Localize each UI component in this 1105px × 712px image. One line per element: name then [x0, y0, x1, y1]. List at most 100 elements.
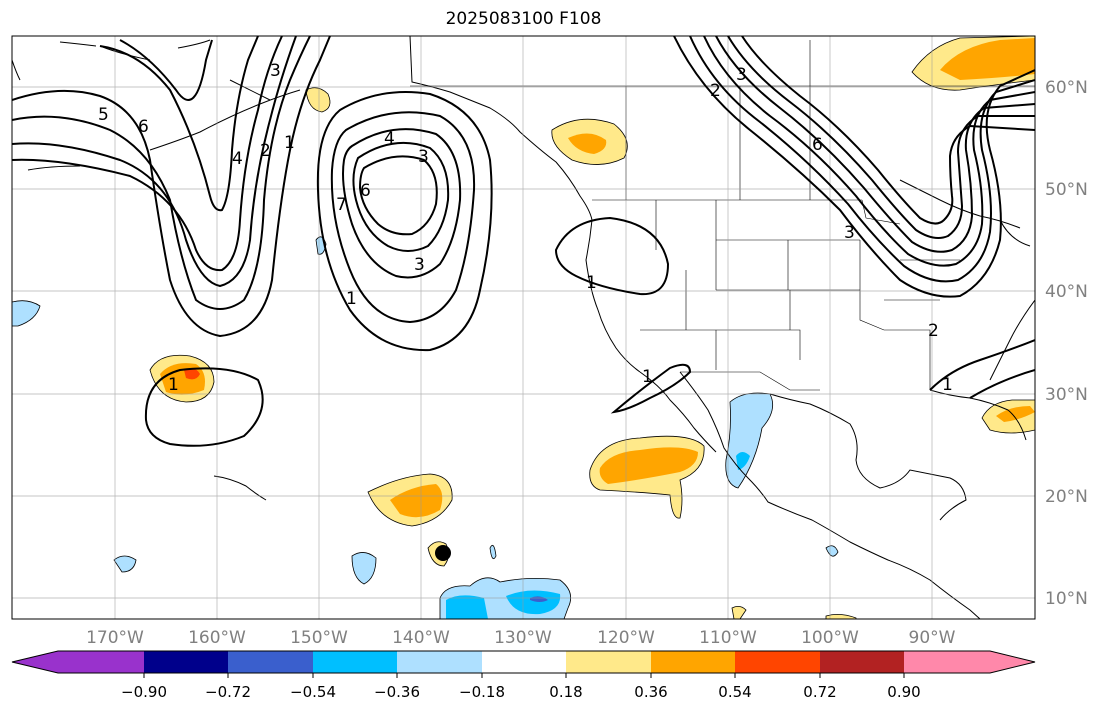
- lat-tick-label: 50°N: [1045, 180, 1088, 200]
- storm-marker: [435, 545, 451, 561]
- colorbar-tick-label: −0.90: [121, 683, 167, 701]
- contour-east-lower: [929, 339, 1035, 391]
- west-coast-us: [585, 219, 641, 373]
- us-east: [989, 299, 1035, 381]
- colorbar-segment: [820, 651, 904, 673]
- lon-tick-label: 160°W: [188, 628, 246, 648]
- contour-label: 3: [414, 255, 425, 275]
- shade-blue-west: [12, 300, 41, 327]
- contour-label: 6: [360, 181, 371, 201]
- contour-low-5: [358, 155, 438, 236]
- contour-ridge-1: [673, 36, 1035, 298]
- contour-label: 4: [232, 149, 243, 169]
- colorbar-tick-label: −0.54: [290, 683, 336, 701]
- lat-tick-labels: 60°N 50°N 40°N 30°N 20°N 10°N: [1045, 78, 1088, 609]
- lon-tick-label: 150°W: [290, 628, 348, 648]
- shade-baja-core: [599, 447, 698, 484]
- colorbar-segment: [228, 651, 313, 673]
- map-background: [12, 36, 1035, 619]
- contour-label: 1: [642, 367, 653, 387]
- colorbar-segment: [566, 651, 651, 673]
- lon-tick-label: 110°W: [699, 628, 757, 648]
- colorbar-segment: [58, 651, 144, 673]
- shade-blue-mexico-core: [736, 452, 750, 470]
- contour-trough-west-6: [119, 39, 213, 101]
- contour-label: 1: [168, 375, 179, 395]
- colorbar-tick-label: 0.90: [887, 683, 920, 701]
- colorbar-tick-label: 0.18: [549, 683, 582, 701]
- contour-ridge-6: [741, 36, 1035, 225]
- aleutians: [27, 39, 301, 171]
- lat-tick-label: 30°N: [1045, 385, 1088, 405]
- shade-hawaii-red: [184, 368, 200, 380]
- shade-hudson-core: [940, 38, 1035, 80]
- map-title: 2025083100 F108: [445, 9, 602, 29]
- contour-label: 6: [812, 135, 823, 155]
- lon-tick-label: 90°W: [909, 628, 956, 648]
- contour-trough-west-5: [99, 36, 259, 212]
- shade-alaska-gulf: [305, 87, 331, 113]
- contour-trough-west-outer: [12, 36, 331, 338]
- russia-coast: [12, 41, 97, 81]
- lon-tick-label: 170°W: [86, 628, 144, 648]
- contour-label: 4: [384, 129, 395, 149]
- contour-mexico: [610, 363, 692, 414]
- contour-label: 2: [928, 321, 939, 341]
- contour-trough-west-2: [12, 36, 311, 310]
- lon-tick-label: 100°W: [801, 628, 859, 648]
- colorbar-extend-right: [990, 651, 1035, 673]
- contour-label: 1: [586, 273, 597, 293]
- contour-label: 1: [284, 133, 295, 153]
- lat-tick-label: 60°N: [1045, 78, 1088, 98]
- contour-ridge-3: [703, 36, 1035, 267]
- colorbar-segment: [904, 651, 990, 673]
- coastlines: [12, 36, 1035, 619]
- contour-ridge-4: [715, 36, 1035, 253]
- shade-central-core: [390, 484, 443, 518]
- colorbar-segment: [651, 651, 735, 673]
- lat-tick-label: 10°N: [1045, 589, 1088, 609]
- contour-label: 1: [346, 289, 357, 309]
- contour-low-4: [352, 141, 450, 252]
- colorbar-tick-label: 0.36: [634, 683, 667, 701]
- shade-blue-small-3: [113, 555, 137, 573]
- lon-tick-label: 140°W: [392, 628, 450, 648]
- colorbar-segment: [144, 651, 228, 673]
- lon-tick-labels: 170°W 160°W 150°W 140°W 130°W 120°W 110°…: [86, 628, 956, 648]
- alaska-coast: [409, 36, 593, 221]
- contour-label: 2: [260, 141, 271, 161]
- contour-low-1: [316, 91, 493, 352]
- contour-low-3: [342, 128, 462, 279]
- colorbar-tick-label: −0.72: [205, 683, 251, 701]
- contour-hawaii: [144, 367, 264, 447]
- lon-tick-label: 130°W: [494, 628, 552, 648]
- lon-tick-label: 120°W: [597, 628, 655, 648]
- contour-label: 3: [736, 65, 747, 85]
- gulf-coast: [769, 393, 967, 521]
- contour-east-2: [969, 369, 1035, 399]
- contour-label: 3: [270, 61, 281, 81]
- shade-blue-small-4: [489, 544, 497, 560]
- contour-label: 3: [844, 223, 855, 243]
- colorbar-segment: [397, 651, 482, 673]
- contour-trough-west-4: [12, 36, 283, 272]
- graticule: [12, 36, 1035, 619]
- lat-tick-label: 40°N: [1045, 282, 1088, 302]
- contour-ridge-2: [689, 36, 1035, 283]
- contour-label: 6: [138, 117, 149, 137]
- contour-labels: 5 6 3 4 2 1 4 3 6 7 1 3 1 1 1 2 3 6 2 1 …: [98, 61, 953, 395]
- colorbar-outline: [11, 650, 1036, 674]
- shade-blue-small-2: [351, 552, 377, 585]
- colorbar-segment: [482, 651, 566, 673]
- contour-low-2: [330, 111, 476, 324]
- contour-ridge-5: [727, 36, 1035, 239]
- baja: [639, 371, 981, 619]
- map-frame: [11, 35, 1036, 620]
- shade-florida-core: [996, 406, 1035, 422]
- contour-label: 3: [418, 147, 429, 167]
- colorbar-segment: [313, 651, 397, 673]
- colorbar-extend-left: [12, 651, 58, 673]
- colorbar-tick-label: −0.36: [374, 683, 420, 701]
- colorbar: −0.90 −0.72 −0.54 −0.36 −0.18 0.18 0.36 …: [11, 650, 1036, 701]
